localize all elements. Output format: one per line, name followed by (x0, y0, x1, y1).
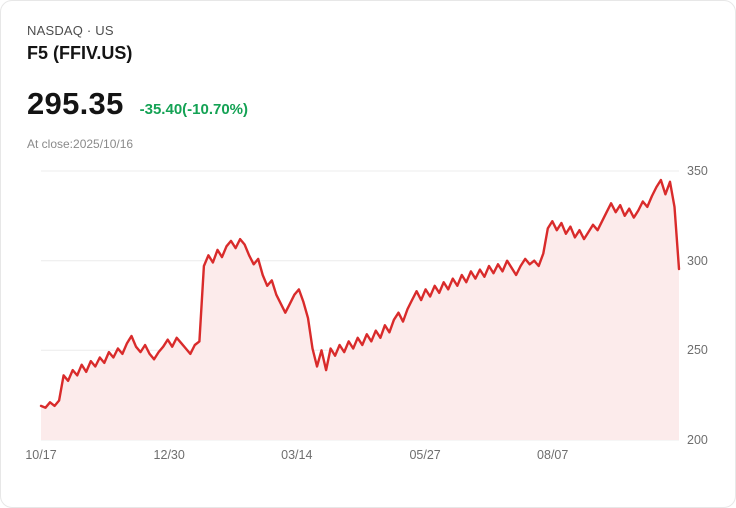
x-axis: 10/17 12/30 03/14 05/27 08/07 (25, 448, 679, 464)
price-row: 295.35 -35.40(-10.70%) (27, 86, 709, 122)
last-price: 295.35 (27, 86, 124, 121)
y-tick-label: 200 (687, 433, 708, 447)
x-tick-label: 05/27 (409, 448, 441, 462)
x-tick-label: 12/30 (153, 448, 185, 462)
y-axis: 350 300 250 200 (687, 164, 731, 447)
price-change: -35.40(-10.70%) (139, 101, 249, 118)
price-area (41, 180, 679, 440)
symbol-title: F5 (FFIV.US) (27, 43, 133, 63)
x-tick-label: 10/17 (25, 448, 57, 462)
quote-header: NASDAQ · US F5 (FFIV.US) 295.35 -35.40(-… (1, 1, 735, 151)
exchange-label: NASDAQ · US (27, 23, 114, 38)
price-chart-svg (39, 170, 681, 441)
price-chart[interactable] (39, 170, 681, 441)
x-tick-label: 08/07 (537, 448, 569, 462)
price-line (39, 178, 681, 409)
y-tick-label: 250 (687, 343, 708, 358)
x-tick-label: 03/14 (281, 448, 313, 462)
y-tick-label: 300 (687, 253, 708, 268)
as-of-timestamp: At close:2025/10/16 (27, 137, 134, 151)
y-tick-label: 350 (687, 164, 708, 178)
